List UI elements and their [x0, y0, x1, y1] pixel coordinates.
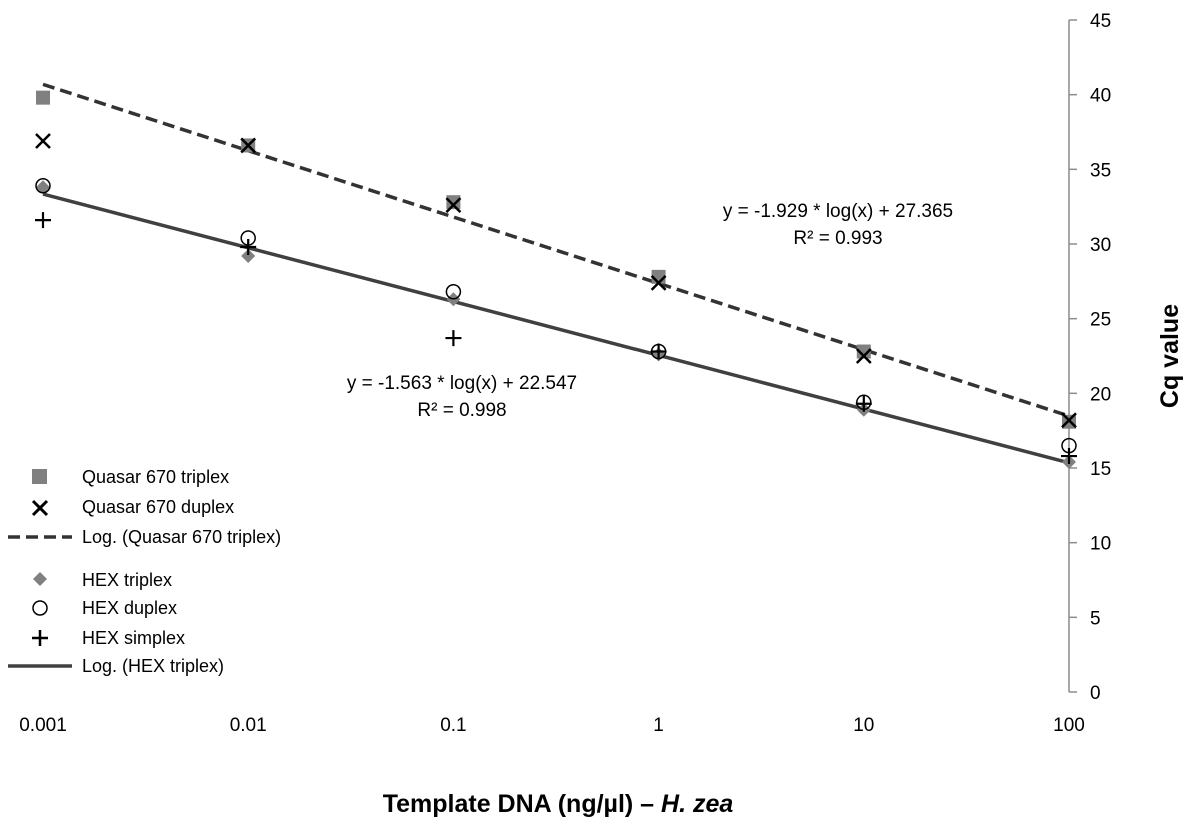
x-axis-title-main: Template DNA (ng/µl) – [383, 790, 661, 818]
quasar-trend-equation: y = -1.929 * log(x) + 27.365 [723, 201, 953, 222]
y-axis-ticks: 0 5 10 15 20 25 30 35 40 45 [1069, 11, 1111, 704]
point-hex-simplex [240, 238, 257, 255]
x-tick-label: 10 [853, 715, 874, 736]
quasar-trend-r2: R² = 0.993 [793, 228, 882, 249]
point-quasar-duplex [650, 274, 667, 291]
x-axis-title: Template DNA (ng/µl) – H. zea [383, 790, 734, 818]
point-hex-simplex [445, 330, 462, 347]
y-tick-label: 20 [1090, 384, 1111, 405]
legend-label-quasar-trend: Log. (Quasar 670 triplex) [82, 527, 281, 547]
legend-marker-quasar-triplex [32, 469, 47, 484]
x-tick-label: 0.1 [440, 715, 466, 736]
y-axis-title: Cq value [1156, 304, 1184, 408]
point-hex-simplex [1061, 448, 1077, 465]
x-tick-label: 100 [1053, 715, 1085, 736]
data-points [35, 90, 1077, 470]
point-quasar-duplex [240, 137, 257, 154]
point-quasar-duplex [1061, 412, 1077, 429]
hex-trend-r2: R² = 0.998 [417, 400, 506, 421]
point-quasar-triplex [856, 344, 871, 359]
point-hex-duplex [35, 178, 51, 194]
y-tick-label: 10 [1090, 534, 1111, 555]
point-hex-simplex [35, 212, 51, 229]
point-hex-triplex [241, 248, 256, 263]
trendlines [42, 82, 1070, 465]
point-quasar-duplex [445, 197, 462, 214]
y-tick-label: 45 [1090, 11, 1111, 32]
legend-label-quasar-triplex: Quasar 670 triplex [82, 467, 229, 487]
y-tick-label: 15 [1090, 459, 1111, 480]
y-tick-label: 25 [1090, 310, 1111, 331]
point-quasar-duplex [855, 348, 872, 364]
x-tick-label: 0.001 [19, 715, 67, 736]
point-quasar-triplex [36, 90, 50, 105]
trendline-quasar-triplex [42, 82, 1070, 418]
x-tick-label: 1 [653, 715, 664, 736]
point-hex-duplex [445, 284, 462, 300]
trendline-hex-triplex [42, 192, 1070, 465]
point-hex-simplex [855, 395, 872, 412]
legend-label-hex-triplex: HEX triplex [82, 570, 172, 590]
legend-marker-quasar-duplex [31, 499, 49, 517]
legend-marker-hex-duplex [32, 600, 48, 616]
legend-label-hex-duplex: HEX duplex [82, 598, 177, 618]
legend-marker-hex-simplex [32, 630, 48, 646]
y-tick-label: 5 [1090, 608, 1101, 629]
point-quasar-duplex [35, 133, 51, 149]
y-tick-label: 30 [1090, 235, 1111, 256]
hex-trend-equation: y = -1.563 * log(x) + 22.547 [347, 373, 577, 394]
legend-label-quasar-duplex: Quasar 670 duplex [82, 497, 234, 517]
x-axis-title-species: H. zea [661, 790, 733, 818]
y-tick-label: 40 [1090, 86, 1111, 107]
legend: Quasar 670 triplex Quasar 670 duplex Log… [8, 467, 281, 676]
y-tick-label: 0 [1090, 683, 1101, 704]
legend-label-hex-simplex: HEX simplex [82, 628, 185, 648]
x-axis-ticks: 0.001 0.01 0.1 1 10 100 [19, 715, 1085, 736]
legend-label-hex-trend: Log. (HEX triplex) [82, 656, 224, 676]
y-tick-label: 35 [1090, 160, 1111, 181]
point-hex-simplex [650, 343, 667, 360]
legend-marker-hex-triplex [33, 572, 47, 586]
x-tick-label: 0.01 [230, 715, 267, 736]
point-hex-triplex [36, 180, 50, 195]
point-quasar-triplex [446, 195, 461, 210]
